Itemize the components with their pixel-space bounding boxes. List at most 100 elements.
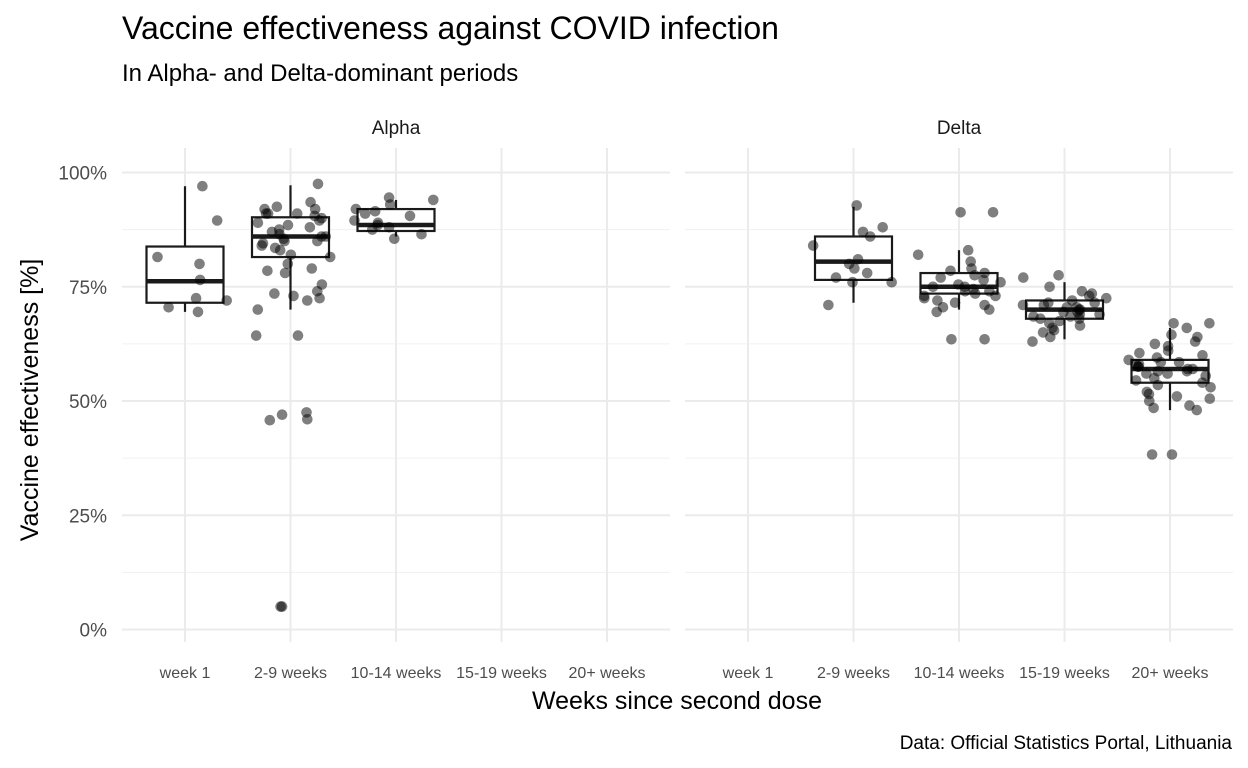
y-tick-label: 75% [69, 278, 107, 299]
data-point [262, 265, 273, 277]
data-point [197, 180, 208, 192]
data-point [221, 295, 232, 306]
data-point [1038, 299, 1050, 311]
data-point [314, 292, 325, 304]
data-point [1166, 329, 1177, 341]
data-point [946, 334, 957, 345]
data-point [1205, 382, 1216, 393]
data-point [1166, 449, 1178, 460]
data-point [823, 299, 834, 311]
data-point [279, 267, 291, 279]
data-point [830, 272, 842, 283]
data-point [1094, 308, 1105, 320]
chart-subtitle: In Alpha- and Delta-dominant periods [122, 60, 518, 87]
data-point [1155, 356, 1167, 368]
facet-label-delta: Delta [937, 118, 982, 139]
data-point [276, 409, 288, 421]
data-point [292, 330, 304, 341]
data-point [288, 290, 299, 302]
data-point [163, 302, 174, 313]
data-point [978, 274, 989, 286]
data-point [1181, 366, 1193, 377]
data-point [949, 297, 961, 309]
y-tick-label: 100% [58, 164, 107, 185]
data-point [349, 215, 360, 226]
data-point [274, 244, 286, 256]
data-point [995, 276, 1006, 288]
data-point [1191, 404, 1203, 416]
data-point [282, 258, 294, 270]
data-point [1133, 361, 1144, 373]
data-point [359, 208, 371, 219]
data-point [192, 306, 204, 318]
data-point [302, 414, 313, 425]
data-point [1173, 356, 1185, 368]
data-point [285, 249, 297, 261]
data-point [979, 334, 990, 345]
boxplot [813, 206, 894, 303]
data-point [927, 281, 939, 293]
data-point [1134, 347, 1145, 359]
data-point [1101, 292, 1112, 304]
data-point [919, 292, 930, 304]
data-point [1027, 336, 1038, 347]
facet-label-alpha: Alpha [372, 118, 421, 139]
x-tick-label: week 1 [722, 665, 774, 682]
data-point [912, 249, 924, 261]
data-point [252, 304, 264, 315]
boxplot [145, 186, 225, 312]
chart-caption: Data: Official Statistics Portal, Lithua… [900, 733, 1233, 754]
data-point [1204, 393, 1216, 405]
data-point [194, 274, 206, 286]
jitter-points [152, 178, 439, 612]
data-point [282, 219, 294, 231]
data-point [1018, 272, 1029, 283]
x-tick-labels: week 1 2-9 weeks 10-14 weeks 15-19 weeks 20+… [722, 665, 1209, 682]
facet-panel-alpha: week 1 2-9 weeks 10-14 weeks 15-19 weeks 20+… [122, 118, 670, 682]
data-point [969, 270, 980, 281]
data-point [1017, 299, 1029, 311]
data-point [807, 240, 819, 251]
data-point [404, 210, 416, 222]
data-point [1171, 391, 1183, 402]
data-point [1146, 449, 1158, 460]
data-point [955, 207, 966, 218]
data-point [1168, 318, 1179, 329]
data-point [302, 295, 313, 306]
facet-panel-delta: week 1 2-9 weeks 10-14 weeks 15-19 weeks 20+… [685, 118, 1233, 682]
data-point [194, 258, 205, 270]
x-tick-label: 2-9 weeks [817, 665, 890, 682]
data-point [945, 265, 956, 277]
data-point [276, 601, 288, 612]
data-point [864, 231, 876, 242]
x-tick-label: 15-19 weeks [456, 665, 547, 682]
data-point [1189, 336, 1201, 347]
data-point [1162, 345, 1174, 357]
data-point [931, 306, 942, 318]
data-point [847, 276, 858, 288]
data-point [984, 304, 995, 315]
x-tick-label: 20+ weeks [569, 665, 646, 682]
data-point [252, 217, 264, 229]
data-point [1065, 311, 1076, 322]
data-point [190, 292, 202, 304]
y-axis-label: Vaccine effectiveness [%] [16, 259, 44, 542]
data-point [1141, 368, 1152, 379]
data-point [384, 199, 396, 210]
data-point [886, 276, 897, 288]
data-point [291, 208, 303, 219]
data-point [279, 235, 290, 247]
data-point [935, 272, 946, 283]
data-point [350, 203, 362, 215]
data-point [428, 194, 439, 206]
data-point [1149, 338, 1161, 350]
x-tick-label: 10-14 weeks [351, 665, 442, 682]
data-point [306, 263, 318, 274]
data-point [269, 288, 280, 299]
data-point [861, 267, 873, 279]
data-point [369, 206, 381, 217]
chart-title: Vaccine effectiveness against COVID infe… [122, 10, 779, 46]
data-point [851, 200, 862, 211]
x-tick-label: 2-9 weeks [254, 665, 327, 682]
